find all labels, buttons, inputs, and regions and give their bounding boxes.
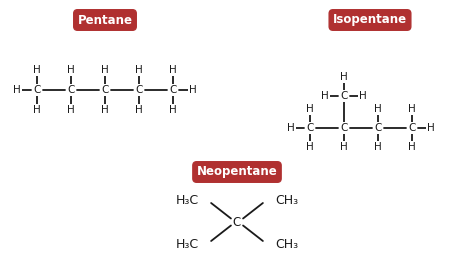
Text: C: C [101, 85, 109, 95]
Text: CH₃: CH₃ [275, 194, 298, 207]
Text: H: H [321, 91, 329, 101]
Text: H: H [101, 65, 109, 75]
Text: H: H [306, 142, 314, 152]
Text: H: H [408, 104, 416, 114]
Text: C: C [340, 91, 348, 101]
Text: H: H [340, 72, 348, 82]
Text: H: H [169, 105, 177, 115]
Text: H: H [374, 142, 382, 152]
Text: H₃C: H₃C [176, 238, 199, 251]
Text: Neopentane: Neopentane [197, 166, 277, 178]
Text: Pentane: Pentane [78, 14, 133, 26]
Text: H: H [169, 65, 177, 75]
Text: H: H [33, 105, 41, 115]
Text: C: C [135, 85, 143, 95]
Text: H: H [101, 105, 109, 115]
Text: H: H [340, 142, 348, 152]
Text: C: C [374, 123, 382, 133]
Text: H: H [427, 123, 435, 133]
Text: H: H [359, 91, 367, 101]
Text: H₃C: H₃C [176, 194, 199, 207]
Text: H: H [374, 104, 382, 114]
Text: H: H [306, 104, 314, 114]
Text: H: H [33, 65, 41, 75]
Text: H: H [13, 85, 21, 95]
Text: H: H [287, 123, 295, 133]
Text: C: C [408, 123, 416, 133]
Text: H: H [135, 105, 143, 115]
Text: C: C [67, 85, 75, 95]
Text: H: H [67, 65, 75, 75]
Text: H: H [135, 65, 143, 75]
Text: C: C [306, 123, 314, 133]
Text: C: C [169, 85, 177, 95]
Text: Isopentane: Isopentane [333, 14, 407, 26]
Text: H: H [408, 142, 416, 152]
Text: C: C [33, 85, 41, 95]
Text: C: C [233, 215, 241, 228]
Text: C: C [340, 123, 348, 133]
Text: H: H [67, 105, 75, 115]
Text: CH₃: CH₃ [275, 238, 298, 251]
Text: H: H [189, 85, 197, 95]
